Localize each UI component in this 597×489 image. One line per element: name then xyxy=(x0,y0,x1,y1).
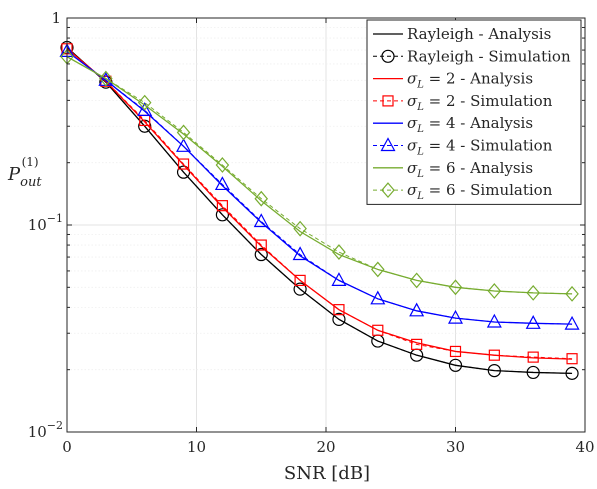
circle-marker xyxy=(332,312,346,326)
x-tick-label: 40 xyxy=(575,438,594,456)
x-axis-label: SNR [dB] xyxy=(284,463,370,484)
legend-entry: σL = 2 - Simulation xyxy=(373,92,553,113)
triangle-marker xyxy=(292,246,308,261)
legend-entry: Rayleigh - Simulation xyxy=(373,47,571,65)
diamond-marker xyxy=(137,94,152,111)
legend-label: σL = 4 - Simulation xyxy=(407,137,553,158)
legend-label: Rayleigh - Analysis xyxy=(407,25,551,43)
circle-marker xyxy=(448,358,463,372)
legend-entry: σL = 6 - Simulation xyxy=(373,181,553,202)
square-marker xyxy=(566,353,578,365)
circle-marker xyxy=(565,366,579,380)
diamond-marker xyxy=(526,284,540,301)
y-axis-label: Pout (1) xyxy=(7,155,42,190)
series-line xyxy=(66,48,573,360)
triangle-marker xyxy=(525,315,541,329)
diamond-marker xyxy=(332,244,346,260)
triangle-marker xyxy=(137,102,153,116)
y-axis-label-main: P xyxy=(7,164,21,185)
triangle-marker xyxy=(253,213,269,228)
square-marker xyxy=(488,349,500,361)
legend-label: Rayleigh - Simulation xyxy=(407,47,571,65)
diamond-marker xyxy=(448,279,463,296)
y-tick-label: 10−1 xyxy=(28,212,63,234)
legend-entry: σL = 4 - Simulation xyxy=(373,137,553,158)
circle-marker xyxy=(215,208,229,222)
triangle-marker xyxy=(370,290,386,305)
x-tick-label: 30 xyxy=(446,438,465,456)
square-marker xyxy=(294,274,306,286)
diamond-marker xyxy=(409,272,424,289)
series-line xyxy=(66,50,573,325)
legend-entry: σL = 2 - Analysis xyxy=(373,70,533,91)
x-tick-label: 20 xyxy=(316,438,335,456)
series-layer xyxy=(59,40,580,380)
legend-entry: σL = 4 - Analysis xyxy=(373,114,533,135)
series-line xyxy=(66,47,573,374)
y-axis-label-sub: out xyxy=(20,175,42,190)
diamond-marker xyxy=(381,182,395,199)
legend-label: σL = 2 - Simulation xyxy=(407,92,553,113)
triangle-marker xyxy=(176,138,192,152)
diamond-marker xyxy=(215,157,230,173)
circle-marker xyxy=(487,363,501,378)
triangle-marker xyxy=(331,272,347,286)
diamond-marker xyxy=(371,261,385,278)
square-marker xyxy=(216,200,228,212)
square-marker xyxy=(527,351,539,363)
square-marker xyxy=(382,95,394,107)
square-marker xyxy=(372,324,384,336)
triangle-marker xyxy=(564,315,580,330)
diamond-marker xyxy=(99,70,113,87)
x-tick-label: 0 xyxy=(62,438,72,456)
square-marker xyxy=(449,345,462,358)
square-marker xyxy=(333,304,345,316)
diamond-marker xyxy=(565,285,579,302)
legend: Rayleigh - Analysis Rayleigh - Simulation… xyxy=(366,19,582,205)
legend-label: σL = 6 - Simulation xyxy=(407,181,553,202)
circle-marker xyxy=(293,282,307,296)
triangle-marker xyxy=(380,137,396,152)
diamond-marker xyxy=(176,124,191,141)
diamond-marker xyxy=(254,190,269,207)
circle-marker xyxy=(381,49,395,63)
legend-box xyxy=(366,19,582,205)
circle-marker xyxy=(526,365,540,380)
diamond-marker xyxy=(487,283,502,299)
circle-marker xyxy=(254,247,268,262)
square-marker xyxy=(177,158,190,170)
series-7 xyxy=(60,48,579,302)
series-line xyxy=(66,56,573,295)
legend-entry: σL = 6 - Analysis xyxy=(373,159,533,180)
legend-label: σL = 2 - Analysis xyxy=(407,70,533,91)
y-tick-label: 1 xyxy=(51,9,61,27)
x-tick-label: 10 xyxy=(187,438,206,456)
legend-entry: Rayleigh - Analysis xyxy=(373,25,551,43)
legend-label: σL = 6 - Analysis xyxy=(407,159,533,180)
triangle-marker xyxy=(214,176,230,191)
y-axis-label-sup: (1) xyxy=(22,155,39,169)
y-tick-label: 10−2 xyxy=(28,419,63,441)
legend-label: σL = 4 - Analysis xyxy=(407,114,533,135)
triangle-marker xyxy=(447,309,464,324)
triangle-marker xyxy=(409,302,425,317)
square-marker xyxy=(411,338,423,350)
square-marker xyxy=(255,239,267,251)
triangle-marker xyxy=(486,313,502,328)
diamond-marker xyxy=(293,220,307,237)
ticks: 0 10 20 30 40 1 10−1 10−2 xyxy=(28,9,595,456)
